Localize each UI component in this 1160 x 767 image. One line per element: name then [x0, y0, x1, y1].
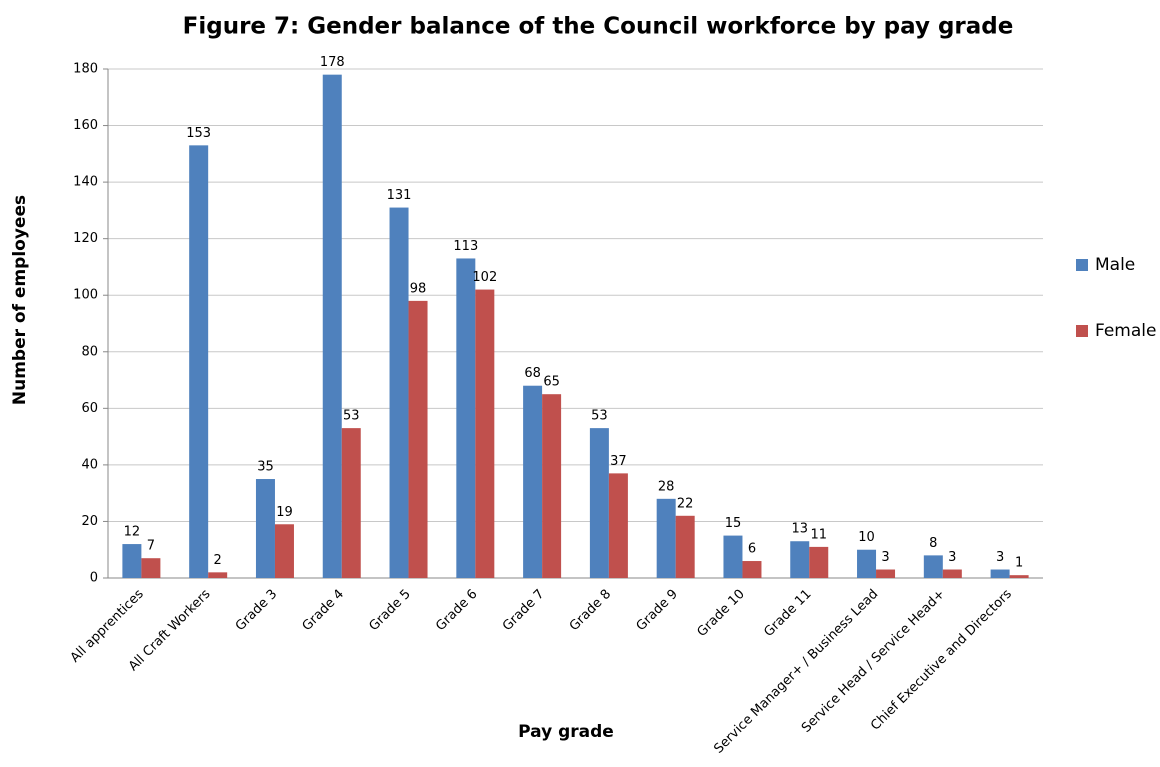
- x-tick-label: Chief Executive and Directors: [868, 587, 1015, 734]
- y-tick-label: 20: [81, 514, 98, 529]
- y-tick-label: 60: [81, 401, 98, 416]
- x-tick-label: Grade 7: [500, 587, 547, 634]
- x-tick-label: Grade 4: [300, 587, 347, 634]
- y-tick-label: 140: [73, 175, 98, 190]
- x-tick-label: Grade 10: [695, 587, 748, 640]
- bar: [790, 541, 810, 578]
- data-label: 53: [343, 409, 360, 424]
- data-label: 35: [257, 460, 274, 475]
- y-tick-label: 0: [90, 571, 98, 586]
- y-tick-label: 100: [73, 288, 98, 303]
- x-axis-title: Pay grade: [518, 722, 614, 742]
- bar: [408, 300, 428, 578]
- data-label: 131: [387, 188, 412, 203]
- bar: [923, 555, 943, 578]
- bar: [475, 289, 495, 578]
- x-tick-label: Grade 8: [567, 587, 614, 634]
- data-label: 28: [658, 479, 675, 494]
- legend-label: Male: [1095, 255, 1135, 275]
- data-label: 12: [124, 525, 141, 540]
- y-tick-label: 180: [73, 62, 98, 77]
- data-label: 11: [810, 527, 827, 542]
- bar: [542, 394, 562, 578]
- bar: [723, 535, 743, 578]
- x-tick-label: Grade 9: [634, 587, 681, 634]
- chart-title: Figure 7: Gender balance of the Council …: [183, 14, 1014, 40]
- bar: [341, 428, 361, 578]
- x-tick-label: Grade 5: [366, 587, 413, 634]
- data-label: 37: [610, 454, 627, 469]
- legend-label: Female: [1095, 321, 1156, 341]
- data-label: 1: [1015, 556, 1023, 571]
- bar: [389, 207, 409, 579]
- y-axis-title: Number of employees: [10, 195, 30, 405]
- bar: [876, 569, 896, 578]
- bar: [809, 546, 829, 578]
- data-label: 19: [276, 505, 293, 520]
- legend-swatch: [1076, 325, 1088, 337]
- bar: [523, 385, 543, 578]
- bar: [675, 515, 695, 578]
- bar: [255, 479, 275, 578]
- x-tick-label: Service Head / Service Head+: [799, 587, 948, 736]
- data-label: 53: [591, 409, 608, 424]
- data-label: 98: [410, 281, 427, 296]
- data-label: 65: [543, 375, 560, 390]
- y-tick-label: 160: [73, 118, 98, 133]
- data-label: 153: [186, 126, 211, 141]
- bar: [122, 544, 142, 578]
- data-label: 68: [524, 366, 541, 381]
- bar: [857, 549, 877, 578]
- data-label: 10: [858, 530, 875, 545]
- bar: [608, 473, 628, 578]
- data-label: 13: [791, 522, 808, 537]
- bar: [656, 498, 676, 578]
- bar: [141, 558, 161, 578]
- x-tick-label: Grade 3: [233, 587, 280, 634]
- data-label: 178: [320, 55, 345, 70]
- legend-swatch: [1076, 259, 1088, 271]
- data-label: 113: [453, 239, 478, 254]
- bar: [274, 524, 294, 578]
- data-label: 3: [881, 550, 889, 565]
- data-label: 2: [214, 553, 222, 568]
- data-label: 7: [147, 539, 155, 554]
- y-tick-label: 80: [81, 344, 98, 359]
- y-tick-label: 40: [81, 457, 98, 472]
- x-tick-label: Grade 6: [433, 587, 480, 634]
- data-label: 102: [472, 270, 497, 285]
- data-label: 3: [948, 550, 956, 565]
- data-label: 3: [996, 550, 1004, 565]
- bar: [322, 74, 342, 579]
- bar: [589, 428, 609, 578]
- bar: [456, 258, 476, 578]
- y-tick-label: 120: [73, 231, 98, 246]
- bar: [990, 569, 1010, 578]
- bar: [208, 572, 228, 578]
- bar: [742, 561, 762, 578]
- data-label: 22: [677, 496, 694, 511]
- data-label: 6: [748, 542, 756, 557]
- bar: [189, 145, 209, 578]
- data-label: 8: [929, 536, 937, 551]
- data-label: 15: [725, 516, 742, 531]
- x-tick-label: Grade 11: [761, 587, 814, 640]
- bar: [942, 569, 962, 578]
- bar: [1009, 575, 1029, 578]
